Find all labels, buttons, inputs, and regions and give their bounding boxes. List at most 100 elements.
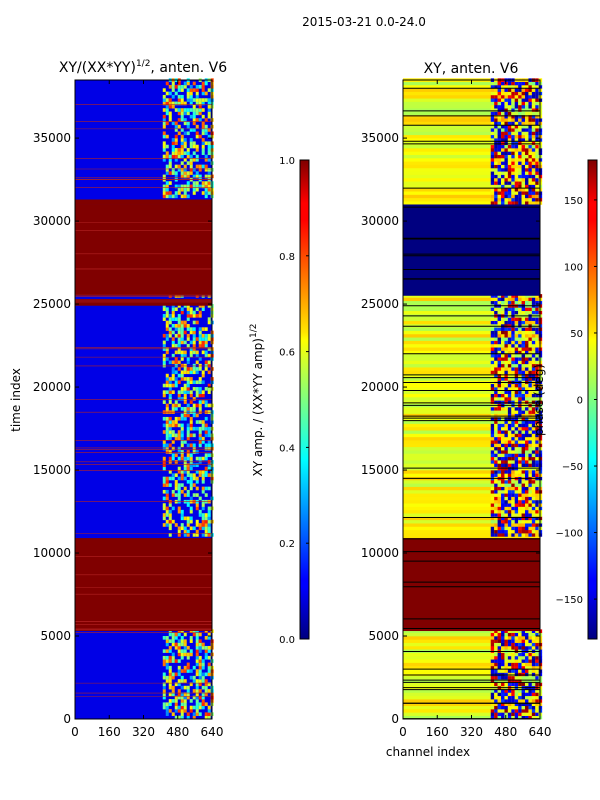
amplitude-heatmap-cell: [165, 443, 169, 448]
phase-heatmap-cell: [525, 118, 529, 122]
amplitude-heatmap-cell: [204, 423, 208, 428]
phase-heatmap-cell: [525, 712, 529, 716]
phase-heatmap-cell: [504, 689, 508, 693]
amplitude-heatmap-cell: [174, 108, 178, 112]
phase-heatmap-cell: [490, 121, 495, 126]
phase-heatmap-cell: [518, 675, 522, 680]
amplitude-heatmap-cell: [180, 675, 184, 680]
amplitude-heatmap-cell: [174, 420, 178, 424]
amplitude-heatmap-cell: [186, 715, 190, 720]
phase-heatmap-cell: [490, 715, 495, 720]
amplitude-heatmap-cell: [162, 101, 166, 106]
phase-heatmap-cell: [518, 420, 522, 424]
phase-heatmap-cell: [490, 632, 495, 637]
phase-heatmap-cell: [494, 420, 498, 424]
amplitude-heatmap-cell: [192, 114, 196, 119]
phase-heatmap-cell: [490, 503, 495, 507]
phase-heatmap-cell: [504, 164, 508, 169]
phase-heatmap-cell: [511, 712, 515, 716]
phase-heatmap-cell: [497, 360, 502, 365]
phase-heatmap-cell: [511, 662, 515, 667]
phase-heatmap-cell: [528, 400, 532, 404]
phase-heatmap-cell: [494, 639, 498, 643]
amplitude-heatmap-cell: [195, 390, 199, 394]
phase-heatmap-cell: [518, 489, 522, 494]
phase-heatmap-cell: [490, 134, 495, 139]
amplitude-heatmap-cell: [201, 304, 205, 308]
amplitude-heatmap-cell: [189, 350, 193, 355]
amplitude-heatmap-cell: [189, 499, 193, 504]
phase-heatmap-cell: [501, 715, 505, 720]
amplitude-heatmap-cell: [180, 699, 184, 703]
phase-heatmap-cell: [507, 519, 512, 524]
phase-heatmap-cell: [501, 187, 505, 192]
phase-heatmap-cell: [535, 645, 539, 650]
amplitude-heatmap-cell: [198, 343, 202, 348]
phase-heatmap-row: [403, 479, 491, 484]
amplitude-heatmap-cell: [165, 108, 169, 112]
phase-heatmap-cell: [504, 642, 508, 647]
phase-heatmap-cell: [521, 699, 526, 703]
phase-heatmap-cell: [497, 167, 502, 172]
amplitude-heatmap-cell: [177, 450, 181, 454]
amplitude-heatmap-cell: [165, 523, 169, 527]
amplitude-heatmap-cell: [171, 377, 175, 381]
phase-heatmap-cell: [490, 443, 495, 448]
amplitude-heatmap-cell: [165, 191, 169, 195]
phase-heatmap-cell: [521, 652, 526, 657]
phase-heatmap-cell: [525, 692, 529, 697]
amplitude-heatmap-cell: [192, 632, 196, 637]
phase-heatmap-cell: [490, 397, 495, 401]
amplitude-heatmap-cell: [201, 121, 205, 126]
phase-heatmap-cell: [490, 400, 495, 404]
phase-heatmap-cell: [494, 446, 498, 451]
amplitude-heatmap-cell: [162, 662, 166, 667]
phase-heatmap-cell: [518, 191, 522, 195]
amplitude-heatmap-cell: [174, 363, 178, 368]
amplitude-heatmap-cell: [180, 118, 184, 122]
phase-heatmap-cell: [497, 446, 502, 451]
phase-heatmap-cell: [531, 171, 536, 175]
amplitude-heatmap-cell: [177, 709, 181, 713]
phase-heatmap-row: [403, 148, 491, 152]
amplitude-heatmap-cell: [195, 639, 199, 643]
amplitude-heatmap-cell: [186, 463, 190, 468]
phase-heatmap-cell: [514, 337, 519, 341]
phase-heatmap-cell: [535, 161, 539, 165]
phase-heatmap-cell: [535, 194, 539, 199]
phase-heatmap-cell: [531, 88, 536, 92]
amplitude-heatmap-cell: [201, 101, 205, 106]
amplitude-heatmap-cell: [186, 310, 190, 315]
phase-heatmap-cell: [501, 197, 505, 202]
amplitude-heatmap-cell: [177, 294, 181, 298]
phase-heatmap-cell: [535, 181, 539, 185]
phase-heatmap-row: [403, 367, 491, 371]
amplitude-heatmap-cell: [177, 393, 181, 398]
amplitude-heatmap-cell: [174, 486, 178, 491]
phase-y-tick-label: 5000: [368, 629, 399, 643]
phase-heatmap-cell: [494, 138, 498, 142]
phase-heatmap-cell: [531, 327, 536, 331]
phase-heatmap-cell: [497, 702, 502, 707]
phase-heatmap-cell: [521, 712, 526, 716]
phase-heatmap-cell: [518, 430, 522, 434]
amplitude-heatmap-cell: [171, 343, 175, 348]
phase-heatmap-cell: [497, 81, 502, 86]
phase-heatmap-cell: [497, 327, 502, 331]
phase-heatmap-cell: [497, 397, 502, 401]
amplitude-heatmap-cell: [174, 436, 178, 441]
phase-heatmap-cell: [514, 453, 519, 458]
amplitude-heatmap-cell: [171, 383, 175, 388]
phase-heatmap-cell: [490, 413, 495, 418]
phase-heatmap-cell: [501, 353, 505, 358]
amplitude-heatmap-cell: [171, 167, 175, 172]
amplitude-heatmap-cell: [189, 669, 193, 673]
phase-heatmap-cell: [504, 506, 508, 511]
amplitude-heatmap-cell: [207, 174, 211, 179]
amplitude-heatmap-cell: [186, 516, 190, 521]
phase-heatmap-row: [403, 672, 491, 677]
phase-heatmap-cell: [528, 201, 532, 205]
amplitude-heatmap-cell: [189, 519, 193, 524]
phase-heatmap-cell: [525, 81, 529, 86]
phase-heatmap-cell: [521, 294, 526, 298]
